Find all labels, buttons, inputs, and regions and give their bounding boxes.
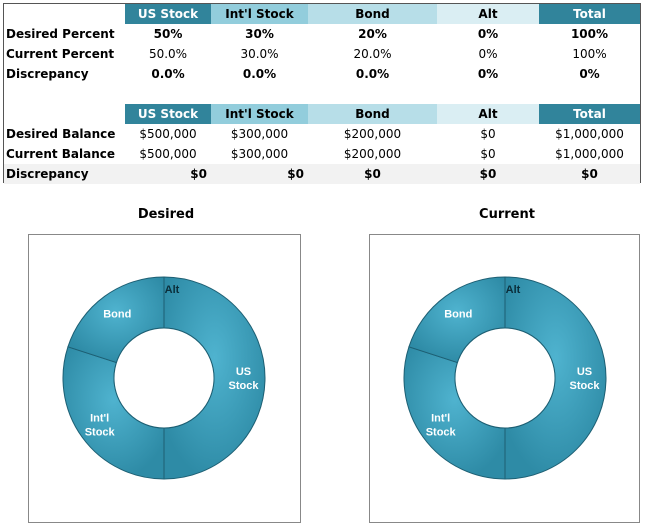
cell[interactable]: 100% (570, 27, 609, 41)
row-label[interactable]: Desired Percent (6, 27, 115, 41)
cell[interactable]: 0.0% (242, 67, 277, 81)
header-bond[interactable]: Bond (308, 4, 437, 24)
current-donut-svg: US Stock Int'l Stock Bond Alt (403, 276, 607, 480)
cell[interactable]: $1,000,000 (555, 147, 624, 161)
header-intl-stock[interactable]: Int'l Stock (211, 104, 308, 124)
cell[interactable]: $300,000 (230, 127, 289, 141)
cell[interactable]: 0% (579, 67, 600, 81)
cell[interactable]: $0 (480, 127, 496, 141)
cell[interactable]: $200,000 (343, 127, 402, 141)
cell[interactable]: $0 (211, 164, 308, 184)
header-alt[interactable]: Alt (437, 4, 539, 24)
slice-label: US Stock (570, 366, 601, 392)
table-row: Discrepancy $0 $0 $0 $0 $0 (4, 164, 640, 184)
current-chart[interactable]: US Stock Int'l Stock Bond Alt (369, 234, 640, 523)
cell[interactable]: $0 (308, 164, 437, 184)
cell[interactable]: $1,000,000 (555, 127, 624, 141)
header-total[interactable]: Total (539, 4, 640, 24)
header-us-stock[interactable]: US Stock (125, 4, 211, 24)
spreadsheet-range: US Stock Int'l Stock Bond Alt Total Desi… (3, 3, 641, 184)
cell[interactable]: 0% (477, 27, 499, 41)
chart-title-desired: Desired (137, 207, 195, 222)
cell[interactable]: $0 (539, 164, 640, 184)
slice-label: Bond (444, 309, 472, 321)
header-alt[interactable]: Alt (437, 104, 539, 124)
header-total[interactable]: Total (539, 104, 640, 124)
donut-hole (113, 327, 215, 429)
cell[interactable]: 0.0% (355, 67, 390, 81)
cell[interactable]: 30.0% (240, 47, 279, 61)
percent-header-row: US Stock Int'l Stock Bond Alt Total (4, 4, 640, 24)
slice-label: Alt (506, 284, 521, 296)
percent-table: US Stock Int'l Stock Bond Alt Total Desi… (4, 4, 640, 84)
cell[interactable]: 20% (358, 27, 387, 41)
cell[interactable]: $0 (125, 164, 211, 184)
cell[interactable]: 0% (477, 67, 499, 81)
chart-title-current: Current (479, 207, 535, 222)
table-row: Current Percent 50.0% 30.0% 20.0% 0% 100… (4, 44, 640, 64)
slice-label: Int'l Stock (426, 413, 457, 439)
slice-label: Int'l Stock (85, 413, 116, 439)
slice-label: Bond (103, 309, 131, 321)
balance-header-row: US Stock Int'l Stock Bond Alt Total (4, 104, 640, 124)
cell[interactable]: $0 (437, 164, 539, 184)
desired-chart[interactable]: US Stock Int'l Stock Bond Alt (28, 234, 301, 523)
row-label[interactable]: Desired Balance (6, 127, 116, 141)
corner-cell[interactable] (4, 104, 125, 124)
desired-donut-svg: US Stock Int'l Stock Bond Alt (62, 276, 266, 480)
corner-cell[interactable] (4, 4, 125, 24)
cell[interactable]: $500,000 (139, 127, 197, 141)
header-bond[interactable]: Bond (308, 104, 437, 124)
cell[interactable]: 0.0% (151, 67, 185, 81)
cell[interactable]: 20.0% (353, 47, 392, 61)
slice-label: Alt (165, 284, 180, 296)
cell[interactable]: $200,000 (343, 147, 402, 161)
table-row: Desired Balance $500,000 $300,000 $200,0… (4, 124, 640, 144)
donut-hole (454, 327, 556, 429)
cell[interactable]: 0% (478, 47, 498, 61)
cell[interactable]: 50.0% (148, 47, 188, 61)
row-label[interactable]: Current Balance (6, 147, 116, 161)
table-row: Current Balance $500,000 $300,000 $200,0… (4, 144, 640, 164)
cell[interactable]: $0 (480, 147, 496, 161)
cell[interactable]: 50% (153, 27, 183, 41)
cell[interactable]: 100% (572, 47, 607, 61)
row-label[interactable]: Discrepancy (6, 67, 89, 81)
table-row: Discrepancy 0.0% 0.0% 0.0% 0% 0% (4, 64, 640, 84)
slice-label: US Stock (229, 366, 260, 392)
cell[interactable]: $500,000 (139, 147, 197, 161)
table-row: Desired Percent 50% 30% 20% 0% 100% (4, 24, 640, 44)
header-intl-stock[interactable]: Int'l Stock (211, 4, 308, 24)
balance-table: US Stock Int'l Stock Bond Alt Total Desi… (4, 104, 640, 184)
header-us-stock[interactable]: US Stock (125, 104, 211, 124)
cell[interactable]: $300,000 (230, 147, 289, 161)
row-label[interactable]: Discrepancy (4, 164, 125, 184)
row-label[interactable]: Current Percent (6, 47, 115, 61)
cell[interactable]: 30% (245, 27, 274, 41)
